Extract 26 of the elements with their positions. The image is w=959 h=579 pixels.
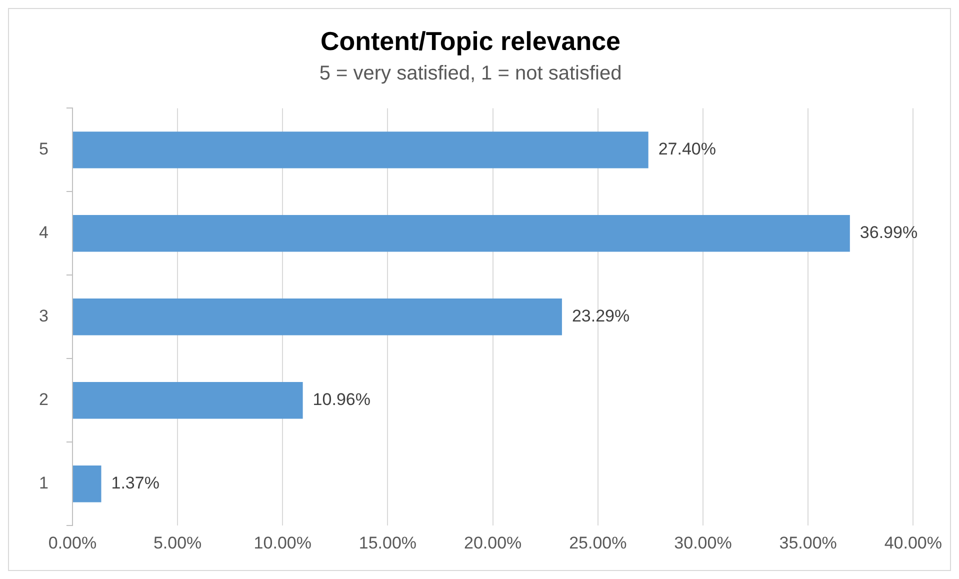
bar [72,132,648,168]
data-label: 1.37% [111,474,160,493]
data-label: 23.29% [572,306,630,326]
y-tick-label: 5 [38,140,48,159]
x-tick-label: 25.00% [569,533,627,552]
chart-subtitle: 5 = very satisfied, 1 = not satisfied [319,62,622,85]
chart-title: Content/Topic relevance [320,26,621,56]
y-tick-label: 3 [38,306,48,326]
bar [72,215,850,252]
y-tick-label: 1 [38,474,48,493]
x-tick-label: 40.00% [884,533,942,552]
x-tick-label: 5.00% [153,533,202,552]
x-tick-label: 30.00% [674,533,732,552]
bar [72,298,562,336]
x-tick-label: 10.00% [254,533,312,552]
x-tick-label: 0.00% [48,533,97,552]
bar [72,465,102,502]
x-tick-label: 35.00% [779,533,837,552]
data-label: 27.40% [658,140,716,159]
x-tick-label: 15.00% [358,533,417,552]
bar [72,382,303,419]
y-tick-label: 4 [38,223,48,242]
data-label: 10.96% [312,390,370,410]
y-tick-label: 2 [38,390,48,410]
x-tick-label: 20.00% [464,533,522,552]
data-label: 36.99% [860,223,918,242]
